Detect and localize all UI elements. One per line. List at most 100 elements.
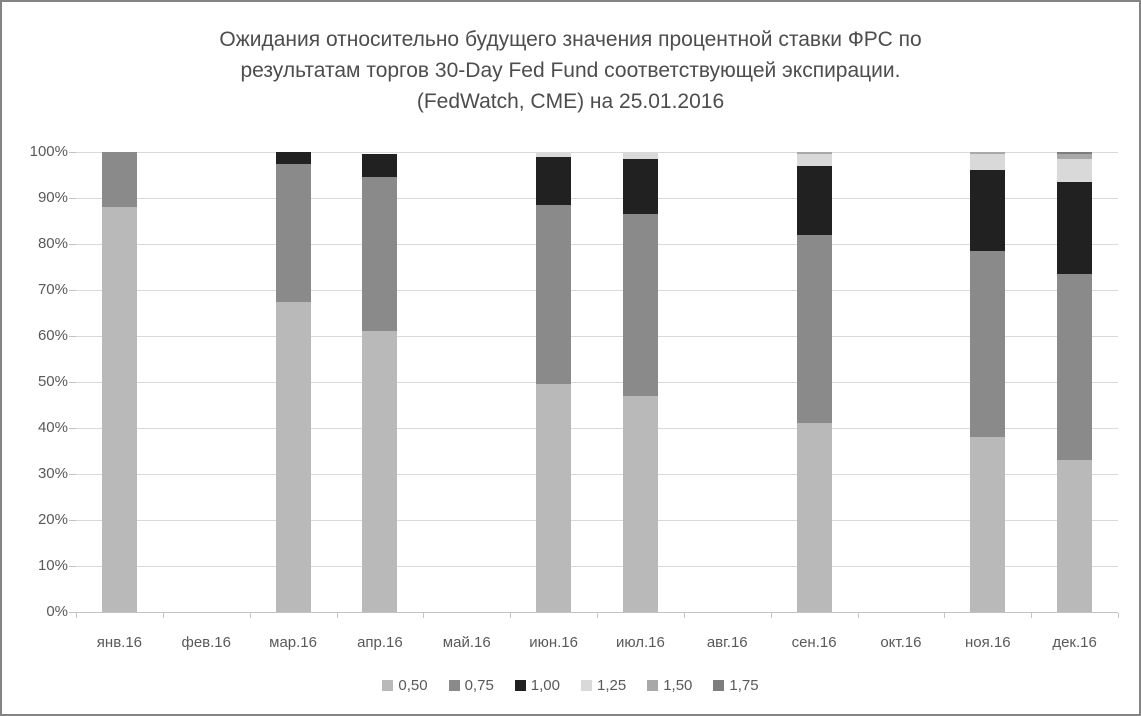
legend-label: 1,50	[663, 677, 693, 694]
bar-segment-дек.16-0,50	[1057, 460, 1093, 612]
bar-segment-июн.16-1,00	[536, 156, 572, 205]
x-axis-label-мар.16: мар.16	[269, 634, 317, 651]
bar-авг.16	[710, 152, 745, 612]
x-axis-label-окт.16: окт.16	[880, 634, 922, 651]
legend-swatch-icon	[581, 680, 592, 691]
x-axis-label-сен.16: сен.16	[791, 634, 837, 651]
x-axis-tick	[1118, 613, 1119, 618]
bar-segment-янв.16-0,75	[101, 152, 137, 208]
chart-title-line-1: Ожидания относительно будущего значения …	[219, 28, 922, 51]
x-axis-tick	[249, 613, 251, 618]
x-axis-tick	[770, 613, 772, 618]
bar-segment-сен.16-0,75	[796, 234, 832, 424]
bar-июл.16	[622, 152, 658, 612]
x-axis-tick	[423, 613, 425, 618]
bar-segment-сен.16-1,00	[796, 165, 832, 235]
x-axis-label-июл.16: июл.16	[615, 634, 665, 651]
y-axis-label-50pct: 50%	[37, 373, 68, 390]
x-axis-label-фев.16: фев.16	[181, 634, 231, 651]
gridline-40	[76, 428, 1118, 429]
legend-item-1,50: 1,50	[647, 677, 692, 694]
y-axis-label-80pct: 80%	[37, 235, 68, 252]
legend: 0,50 0,75 1,00 1,25 1,50 1,75	[2, 677, 1139, 694]
x-axis-tick	[597, 613, 598, 618]
legend-swatch-icon	[514, 680, 526, 691]
x-axis-tick	[162, 613, 164, 618]
bar-апр.16	[362, 152, 398, 612]
bar-segment-дек.16-1,75	[1057, 152, 1093, 155]
legend-item-0,75: 0,75	[448, 677, 494, 694]
x-axis-tick	[857, 613, 859, 618]
x-axis-label-апр.16: апр.16	[357, 634, 403, 651]
legend-item-0,50: 0,50	[382, 677, 428, 694]
bar-фев.16	[189, 152, 224, 612]
bar-segment-сен.16-0,50	[796, 423, 832, 612]
y-axis-tick	[69, 290, 76, 291]
y-axis-tick	[69, 428, 76, 429]
y-axis-label-40pct: 40%	[37, 419, 68, 436]
gridline-60	[76, 336, 1118, 337]
y-axis-label-10pct: 10%	[37, 557, 68, 574]
bar-май.16	[449, 152, 484, 612]
bars-layer	[76, 152, 1118, 612]
x-axis-tick	[1031, 613, 1033, 618]
x-axis-label-ноя.16: ноя.16	[964, 634, 1011, 651]
bar-segment-июл.16-1,00	[622, 158, 658, 215]
y-axis-tick	[69, 566, 76, 567]
bar-июн.16	[536, 152, 572, 612]
bar-segment-апр.16-1,00	[362, 154, 398, 178]
legend-item-1,25: 1,25	[581, 677, 626, 694]
x-axis-label-июн.16: июн.16	[529, 634, 578, 651]
bar-segment-янв.16-0,50	[101, 207, 137, 612]
x-axis-tick	[336, 613, 338, 618]
bar-segment-ноя.16-1,50	[970, 152, 1006, 155]
bar-segment-июл.16-1,25	[622, 152, 658, 159]
y-axis-label-20pct: 20%	[37, 511, 68, 528]
legend-item-1,00: 1,00	[514, 677, 560, 694]
y-axis-label-70pct: 70%	[37, 281, 68, 298]
legend-label: 0,75	[464, 677, 494, 694]
legend-label: 1,00	[530, 677, 560, 694]
y-axis-tick	[69, 520, 76, 521]
gridline-80	[76, 244, 1118, 245]
y-axis-tick	[69, 198, 76, 199]
bar-янв.16	[101, 152, 137, 612]
y-axis-tick	[69, 244, 76, 245]
x-axis-label-май.16: май.16	[442, 634, 491, 651]
legend-swatch-icon	[448, 680, 460, 691]
bar-дек.16	[1057, 152, 1093, 612]
chart-title: Ожидания относительно будущего значения …	[2, 24, 1139, 117]
bar-segment-мар.16-0,75	[275, 163, 311, 302]
gridline-100	[76, 152, 1118, 153]
x-axis-label-авг.16: авг.16	[706, 634, 748, 651]
bar-segment-июл.16-0,50	[622, 395, 658, 612]
legend-swatch-icon	[713, 680, 725, 691]
bar-segment-апр.16-0,50	[362, 331, 398, 612]
y-axis-label-60pct: 60%	[37, 327, 68, 344]
gridline-50	[76, 382, 1118, 383]
legend-item-1,75: 1,75	[713, 677, 759, 694]
bar-segment-дек.16-0,75	[1057, 273, 1093, 461]
y-axis-label-90pct: 90%	[37, 189, 68, 206]
gridline-20	[76, 520, 1118, 521]
x-axis-tick	[944, 613, 946, 618]
plot-area	[76, 152, 1118, 613]
bar-segment-июн.16-0,50	[536, 384, 572, 612]
bar-segment-июн.16-0,75	[536, 204, 572, 385]
bar-окт.16	[883, 152, 918, 612]
legend-label: 1,75	[729, 677, 759, 694]
y-axis-tick	[69, 474, 76, 475]
bar-segment-мар.16-0,50	[275, 301, 311, 612]
y-axis-label-100pct: 100%	[29, 143, 68, 160]
legend-label: 0,50	[398, 677, 428, 694]
gridline-10	[76, 566, 1118, 567]
bar-segment-ноя.16-1,00	[970, 170, 1006, 251]
y-axis-label-30pct: 30%	[37, 465, 68, 482]
gridline-30	[76, 474, 1118, 475]
x-axis-tick	[683, 613, 685, 618]
bar-segment-ноя.16-1,25	[970, 154, 1006, 171]
bar-ноя.16	[970, 152, 1006, 612]
bar-segment-сен.16-1,25	[796, 154, 832, 166]
bar-segment-дек.16-1,00	[1057, 181, 1093, 274]
bar-segment-сен.16-1,50	[796, 152, 832, 155]
